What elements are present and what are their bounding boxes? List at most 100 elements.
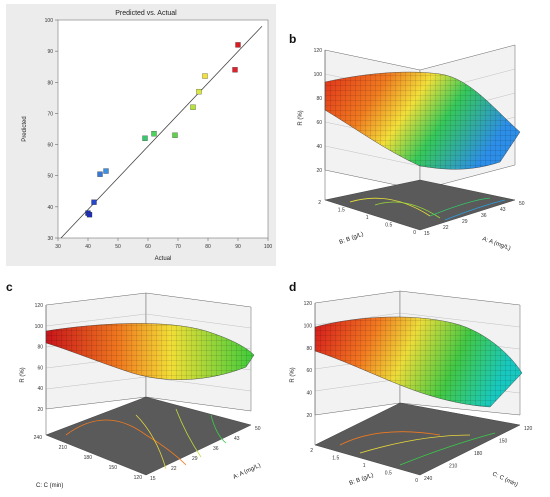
x-axis-label: A: A (mg/L) (232, 463, 261, 481)
z-tick-label: 120 (35, 303, 44, 309)
x-tick-label: 15 (150, 476, 156, 482)
data-point (196, 88, 202, 95)
y-tick-label: 0.5 (385, 471, 392, 477)
data-point (103, 168, 109, 174)
x-ticks: 240 210 180 150 120 (424, 426, 533, 482)
surface-mesh (46, 323, 254, 380)
y-ticks: 2 1.5 1 0.5 0 (310, 448, 418, 484)
x-tick-label: 150 (499, 439, 508, 445)
x-tick-label: 43 (500, 207, 506, 213)
y-tick-label: 120 (134, 475, 143, 481)
y-tick-label: 50 (47, 174, 53, 180)
scatter-title: Predicted vs. Actual (115, 10, 177, 17)
z-axis-label: R (%) (290, 367, 296, 382)
x-tick-label: 22 (171, 466, 177, 472)
y-axis-label: Predicted (22, 116, 28, 141)
x-axis-label: A: A (mg/L) (481, 236, 511, 252)
data-point (91, 199, 97, 205)
z-tick-label: 80 (37, 345, 43, 351)
y-axis-ticks: 30 40 50 60 70 80 90 100 (45, 18, 58, 242)
panel-label-d: d (289, 280, 297, 294)
panel-label-b: b (289, 32, 297, 46)
y-tick-label: 90 (47, 49, 53, 55)
x-ticks: 15 22 29 36 43 50 (424, 201, 525, 237)
z-tick-label: 100 (314, 72, 323, 78)
x-tick-label: 70 (175, 244, 181, 250)
z-tick-label: 20 (37, 407, 43, 413)
y-ticks: 120 150 180 210 240 (34, 435, 143, 481)
z-tick-label: 60 (306, 368, 312, 374)
x-tick-label: 240 (424, 476, 433, 482)
data-point (235, 42, 241, 48)
surface-mesh (315, 316, 522, 407)
x-tick-label: 36 (213, 446, 219, 452)
surface-b: R (%) B: B (g/L) A: A (mg/L) 20 40 60 80 100… (298, 44, 525, 252)
z-axis-label: R (%) (20, 367, 26, 382)
x-tick-label: 60 (145, 244, 151, 250)
y-tick-label: 30 (47, 236, 53, 242)
x-tick-label: 30 (55, 244, 61, 250)
data-point (142, 135, 148, 141)
y-tick-label: 150 (109, 465, 118, 471)
z-tick-label: 80 (306, 346, 312, 352)
y-axis-label: B: B (g/L) (339, 232, 365, 246)
z-tick-label: 40 (316, 144, 322, 150)
z-tick-label: 20 (306, 413, 312, 419)
data-point (232, 67, 238, 73)
y-ticks: 0 0.5 1 1.5 2 (318, 200, 416, 236)
z-axis-label: R (%) (298, 110, 304, 125)
data-point (151, 131, 157, 137)
y-tick-label: 100 (45, 18, 54, 24)
z-tick-label: 100 (35, 324, 44, 330)
y-tick-label: 1.5 (332, 456, 339, 462)
x-axis-label: C: C (min) (491, 471, 518, 488)
x-tick-label: 90 (235, 244, 241, 250)
z-ticks: 20 40 60 80 100 120 (35, 303, 44, 413)
x-tick-label: 29 (462, 219, 468, 225)
surface-d: R (%) B: B (g/L) C: C (min) 20 40 60 80 100 1… (290, 290, 533, 488)
z-ticks: 20 40 60 80 100 120 (304, 301, 313, 419)
x-axis-label: Actual (155, 256, 172, 262)
z-tick-label: 40 (37, 386, 43, 392)
x-tick-label: 210 (449, 464, 458, 470)
x-tick-label: 180 (474, 451, 483, 457)
x-tick-label: 22 (443, 225, 449, 231)
contour-lines (339, 431, 496, 466)
z-tick-label: 60 (37, 365, 43, 371)
data-point (172, 132, 178, 138)
data-point (86, 211, 93, 218)
y-tick-label: 40 (47, 205, 53, 211)
y-tick-label: 1 (363, 463, 366, 469)
x-tick-label: 100 (264, 244, 273, 250)
y-tick-label: 0.5 (385, 223, 392, 229)
z-ticks: 20 40 60 80 100 120 (314, 48, 323, 174)
floor-contour (45, 396, 252, 476)
z-tick-label: 100 (304, 323, 313, 329)
z-tick-label: 80 (316, 96, 322, 102)
surface-c: R (%) C: C (min) A: A (mg/L) 20 40 60 80 100… (20, 292, 262, 489)
panel-label-c: c (6, 280, 13, 294)
y-tick-label: 210 (59, 445, 68, 451)
z-tick-label: 60 (316, 120, 322, 126)
x-tick-label: 50 (115, 244, 121, 250)
y-axis-label: B: B (g/L) (349, 473, 375, 487)
floor-contour (314, 402, 521, 476)
y-tick-label: 0 (415, 478, 418, 484)
x-tick-label: 50 (255, 426, 261, 432)
data-point (97, 171, 103, 177)
z-tick-label: 40 (306, 391, 312, 397)
contour-lines (349, 197, 506, 221)
y-tick-label: 1.5 (338, 208, 345, 214)
x-tick-label: 36 (481, 213, 487, 219)
x-tick-label: 50 (519, 201, 525, 207)
z-tick-label: 120 (314, 48, 323, 54)
z-tick-label: 20 (316, 168, 322, 174)
y-tick-label: 180 (84, 455, 93, 461)
scatter-chart: Predicted vs. Actual 30 40 50 60 70 80 90 100 3… (6, 4, 276, 266)
floor-contour (324, 179, 516, 231)
y-tick-label: 1 (366, 215, 369, 221)
scatter-points (85, 42, 241, 218)
x-tick-label: 120 (524, 426, 533, 432)
y-tick-label: 2 (318, 200, 321, 206)
data-point (190, 104, 196, 110)
